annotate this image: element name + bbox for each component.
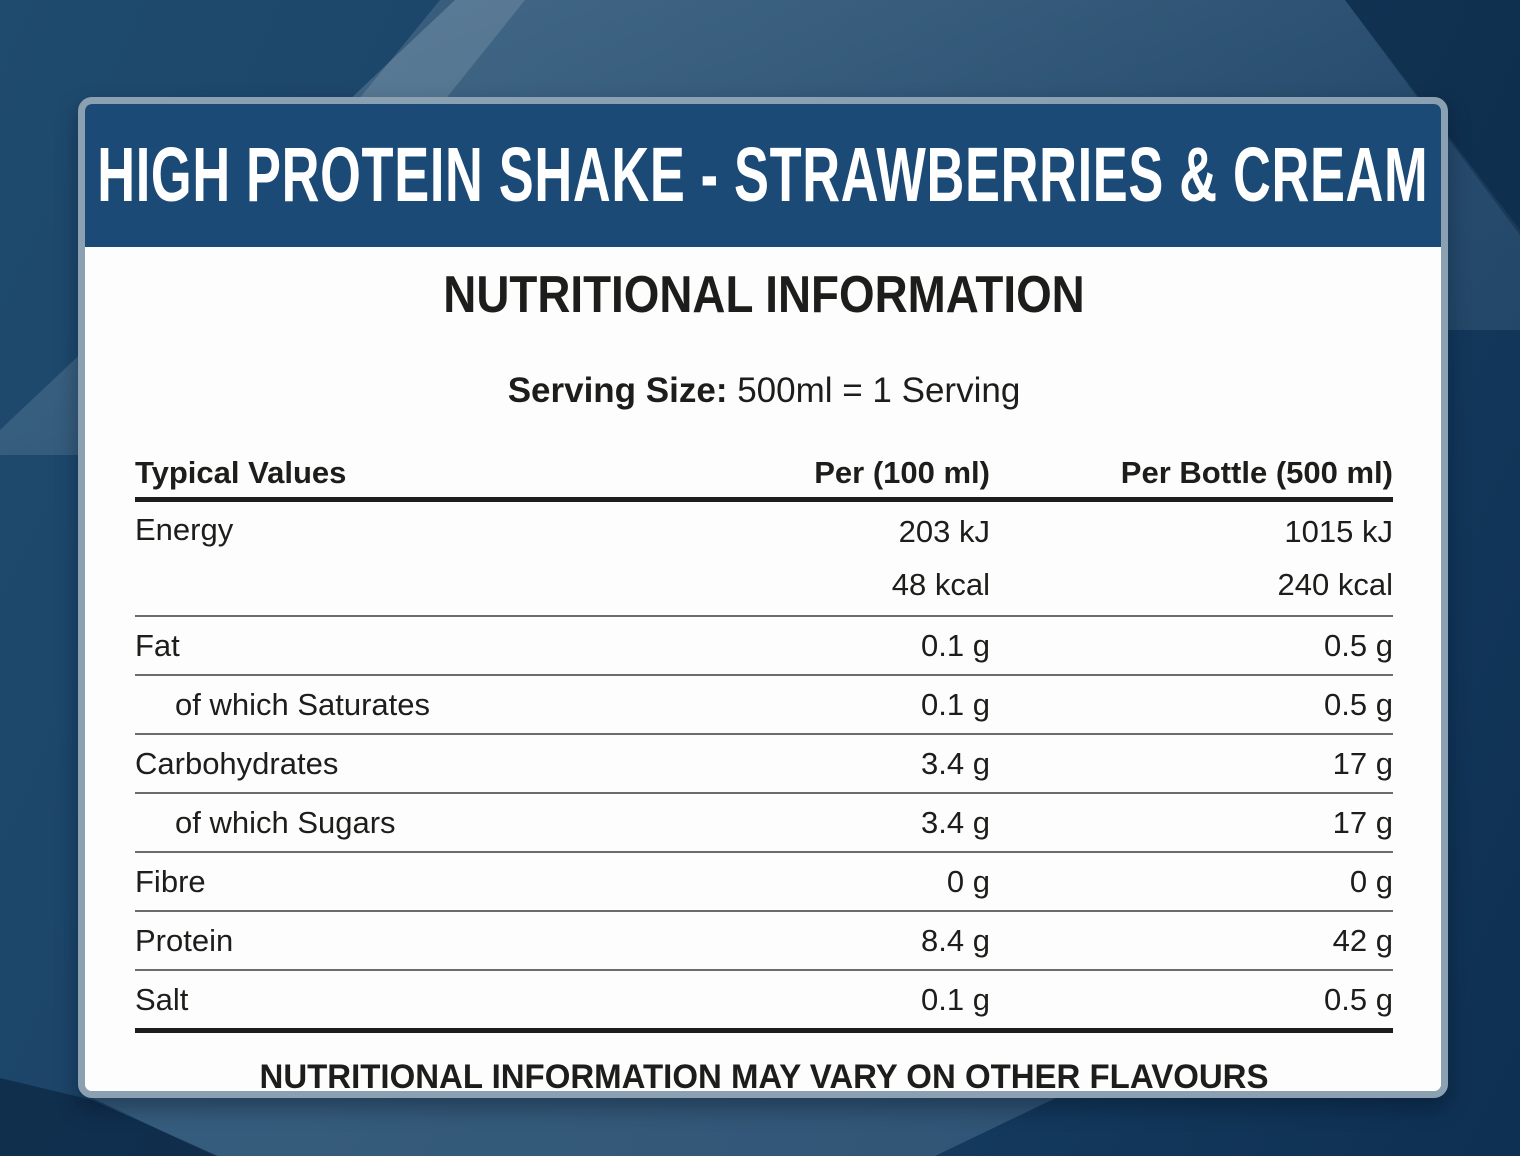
per-100ml-value: 3.4 g (921, 745, 990, 781)
serving-size-value: 500ml = 1 Serving (737, 371, 1021, 410)
per-bottle-value: 0 g (1349, 863, 1393, 899)
table-row-protein: Protein 8.4 g 42 g (135, 912, 1393, 971)
table-row-sugars: of which Sugars 3.4 g 17 g (135, 794, 1393, 853)
table-row-salt: Salt 0.1 g 0.5 g (135, 971, 1393, 1033)
per-bottle-values: 1015 kJ 240 kcal (990, 502, 1393, 615)
table-row-fibre: Fibre 0 g 0 g (135, 853, 1393, 912)
per-100ml-value: 3.4 g (921, 804, 990, 840)
per-bottle-value: 17 g (1332, 745, 1393, 781)
energy-kcal-per-bottle: 240 kcal (1277, 566, 1393, 602)
table-row-carbohydrates: Carbohydrates 3.4 g 17 g (135, 735, 1393, 794)
row-label: Fat (135, 627, 180, 663)
row-label: of which Sugars (175, 804, 396, 840)
card-header-band: HIGH PROTEIN SHAKE - STRAWBERRIES & CREA… (85, 104, 1441, 247)
per-bottle-value: 17 g (1332, 804, 1393, 840)
per-bottle-value: 42 g (1332, 922, 1393, 958)
energy-kj-per-100ml: 203 kJ (898, 514, 990, 550)
per-bottle-value: 0.5 g (1324, 627, 1393, 663)
row-label: Energy (135, 512, 234, 547)
product-title: HIGH PROTEIN SHAKE - STRAWBERRIES & CREA… (97, 132, 1429, 218)
row-label: Protein (135, 922, 234, 958)
column-header-typical-values: Typical Values (135, 455, 347, 490)
row-label: Salt (135, 981, 189, 1017)
row-label: Carbohydrates (135, 745, 339, 781)
per-100ml-values: 203 kJ 48 kcal (660, 502, 990, 615)
per-100ml-value: 8.4 g (921, 922, 990, 958)
variation-footnote: NUTRITIONAL INFORMATION MAY VARY ON OTHE… (259, 1058, 1269, 1096)
nutrition-table: Typical Values Per (100 ml) Per Bottle (… (135, 449, 1393, 1033)
per-bottle-value: 0.5 g (1324, 686, 1393, 722)
table-header-row: Typical Values Per (100 ml) Per Bottle (… (135, 449, 1393, 502)
energy-kj-per-bottle: 1015 kJ (1284, 514, 1393, 550)
row-label: of which Saturates (175, 686, 431, 722)
section-heading: NUTRITIONAL INFORMATION (443, 266, 1085, 324)
serving-size-line: Serving Size: 500ml = 1 Serving (135, 371, 1393, 411)
table-row-energy: Energy 203 kJ 48 kcal 1015 kJ 240 kcal (135, 502, 1393, 617)
per-100ml-value: 0 g (946, 863, 990, 899)
per-100ml-value: 0.1 g (921, 627, 990, 663)
card-body: NUTRITIONAL INFORMATION Serving Size: 50… (85, 247, 1441, 1096)
per-bottle-value: 0.5 g (1324, 981, 1393, 1017)
nutrition-label-card: HIGH PROTEIN SHAKE - STRAWBERRIES & CREA… (78, 97, 1448, 1098)
per-100ml-value: 0.1 g (921, 686, 990, 722)
per-100ml-value: 0.1 g (921, 981, 990, 1017)
serving-size-label: Serving Size: (507, 371, 728, 410)
table-row-saturates: of which Saturates 0.1 g 0.5 g (135, 676, 1393, 735)
row-label: Fibre (135, 863, 206, 899)
column-header-per-100ml: Per (100 ml) (814, 455, 990, 490)
column-header-per-bottle: Per Bottle (500 ml) (1120, 455, 1393, 490)
table-row-fat: Fat 0.1 g 0.5 g (135, 617, 1393, 676)
energy-kcal-per-100ml: 48 kcal (891, 566, 990, 602)
